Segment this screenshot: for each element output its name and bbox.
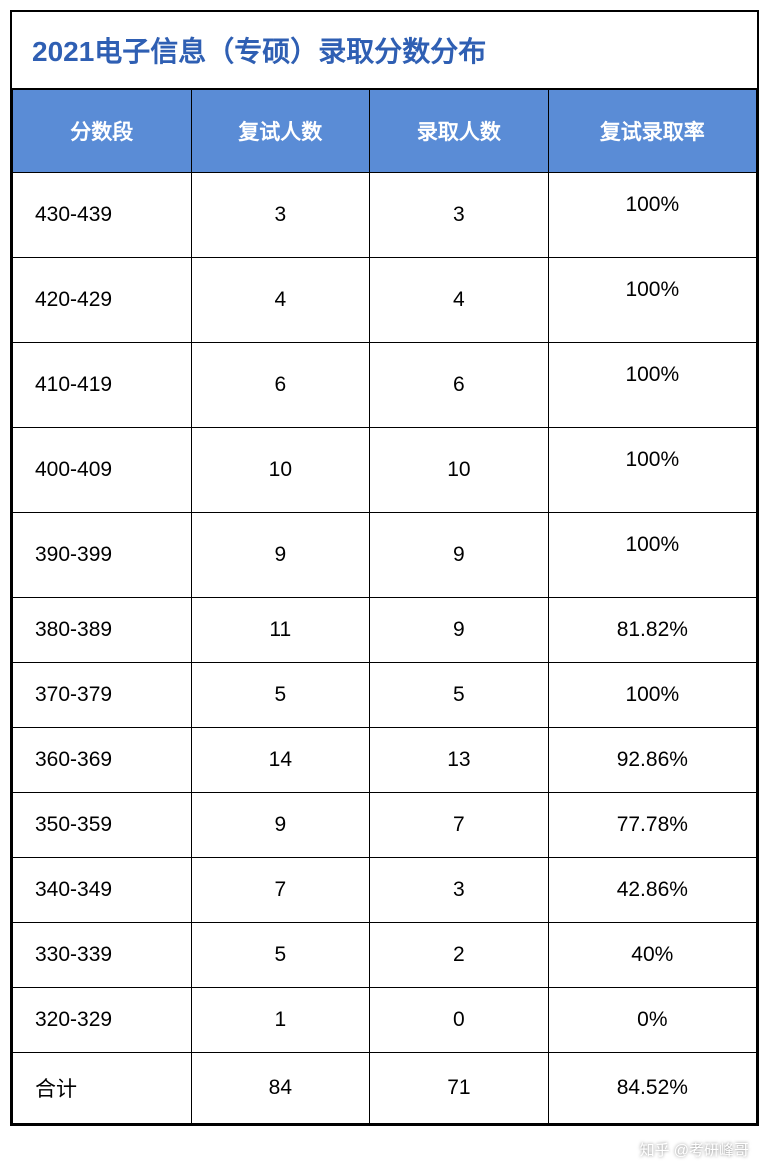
- cell-interview: 9: [191, 793, 370, 858]
- table-row: 380-38911981.82%: [13, 598, 757, 663]
- cell-admit: 7: [370, 793, 549, 858]
- table-row: 410-41966100%: [13, 343, 757, 428]
- table-row: 340-3497342.86%: [13, 858, 757, 923]
- cell-range: 390-399: [13, 513, 192, 598]
- cell-rate: 42.86%: [548, 858, 756, 923]
- cell-rate: 77.78%: [548, 793, 756, 858]
- cell-admit: 3: [370, 173, 549, 258]
- cell-interview: 11: [191, 598, 370, 663]
- cell-interview: 6: [191, 343, 370, 428]
- cell-admit: 2: [370, 923, 549, 988]
- cell-rate: 100%: [548, 513, 756, 598]
- cell-admit: 9: [370, 513, 549, 598]
- cell-range: 370-379: [13, 663, 192, 728]
- col-header-admit: 录取人数: [370, 90, 549, 173]
- cell-range: 410-419: [13, 343, 192, 428]
- cell-rate: 100%: [548, 343, 756, 428]
- col-header-rate: 复试录取率: [548, 90, 756, 173]
- cell-interview: 5: [191, 663, 370, 728]
- cell-rate: 100%: [548, 663, 756, 728]
- cell-admit: 71: [370, 1053, 549, 1124]
- table-row: 420-42944100%: [13, 258, 757, 343]
- cell-admit: 6: [370, 343, 549, 428]
- cell-admit: 3: [370, 858, 549, 923]
- cell-range: 360-369: [13, 728, 192, 793]
- cell-rate: 0%: [548, 988, 756, 1053]
- cell-interview: 14: [191, 728, 370, 793]
- cell-range: 320-329: [13, 988, 192, 1053]
- cell-rate: 84.52%: [548, 1053, 756, 1124]
- table-row: 370-37955100%: [13, 663, 757, 728]
- cell-rate: 81.82%: [548, 598, 756, 663]
- cell-interview: 84: [191, 1053, 370, 1124]
- cell-range: 380-389: [13, 598, 192, 663]
- cell-rate: 92.86%: [548, 728, 756, 793]
- cell-range: 340-349: [13, 858, 192, 923]
- cell-admit: 10: [370, 428, 549, 513]
- table-row: 320-329100%: [13, 988, 757, 1053]
- cell-interview: 1: [191, 988, 370, 1053]
- cell-range: 合计: [13, 1053, 192, 1124]
- cell-rate: 100%: [548, 173, 756, 258]
- cell-rate: 100%: [548, 428, 756, 513]
- cell-range: 350-359: [13, 793, 192, 858]
- table-row: 430-43933100%: [13, 173, 757, 258]
- table-title: 2021电子信息（专硕）录取分数分布: [12, 12, 757, 89]
- col-header-interview: 复试人数: [191, 90, 370, 173]
- table-row: 合计847184.52%: [13, 1053, 757, 1124]
- cell-rate: 40%: [548, 923, 756, 988]
- table-row: 350-3599777.78%: [13, 793, 757, 858]
- cell-range: 430-439: [13, 173, 192, 258]
- cell-interview: 3: [191, 173, 370, 258]
- cell-interview: 5: [191, 923, 370, 988]
- cell-admit: 9: [370, 598, 549, 663]
- cell-interview: 4: [191, 258, 370, 343]
- cell-interview: 7: [191, 858, 370, 923]
- table-row: 330-3395240%: [13, 923, 757, 988]
- cell-range: 420-429: [13, 258, 192, 343]
- cell-admit: 13: [370, 728, 549, 793]
- table-row: 390-39999100%: [13, 513, 757, 598]
- cell-range: 400-409: [13, 428, 192, 513]
- cell-admit: 4: [370, 258, 549, 343]
- col-header-range: 分数段: [13, 90, 192, 173]
- table-header-row: 分数段 复试人数 录取人数 复试录取率: [13, 90, 757, 173]
- cell-rate: 100%: [548, 258, 756, 343]
- cell-admit: 5: [370, 663, 549, 728]
- cell-interview: 10: [191, 428, 370, 513]
- source-footer: 知乎 @考研峰哥: [640, 1139, 749, 1160]
- table-row: 400-4091010100%: [13, 428, 757, 513]
- cell-admit: 0: [370, 988, 549, 1053]
- score-distribution-table: 2021电子信息（专硕）录取分数分布 分数段 复试人数 录取人数 复试录取率 4…: [10, 10, 759, 1126]
- cell-range: 330-339: [13, 923, 192, 988]
- data-table: 分数段 复试人数 录取人数 复试录取率 430-43933100%420-429…: [12, 89, 757, 1124]
- table-row: 360-369141392.86%: [13, 728, 757, 793]
- cell-interview: 9: [191, 513, 370, 598]
